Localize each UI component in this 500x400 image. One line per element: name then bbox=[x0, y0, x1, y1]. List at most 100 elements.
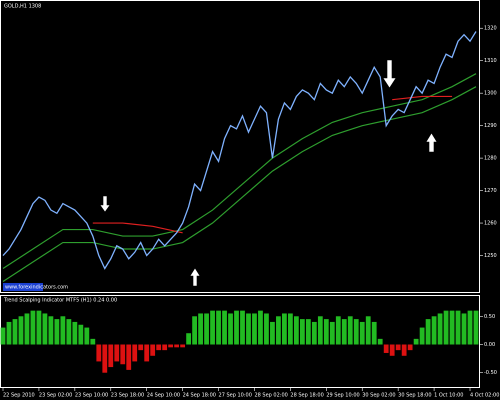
histogram-bar bbox=[377, 338, 383, 345]
histogram-bar bbox=[102, 344, 108, 373]
overlay-line bbox=[92, 95, 453, 234]
histogram-bar bbox=[264, 313, 269, 345]
histogram-bar bbox=[210, 310, 215, 345]
histogram-bar bbox=[329, 321, 335, 345]
main-panel bbox=[0, 0, 480, 293]
histogram-bar bbox=[293, 316, 299, 345]
x-tick-label: 23 Sep 18:00 bbox=[111, 393, 144, 399]
watermark-box bbox=[3, 283, 43, 291]
histogram-bar bbox=[66, 319, 72, 345]
histogram-bar bbox=[287, 313, 293, 345]
histogram-bar bbox=[240, 310, 245, 345]
histogram-bar bbox=[18, 316, 24, 345]
histogram-bar bbox=[96, 344, 102, 362]
histogram-bar bbox=[431, 316, 437, 345]
price-line bbox=[2, 31, 477, 270]
histogram-bar bbox=[216, 310, 221, 345]
indicator-panel bbox=[0, 295, 480, 388]
y-tick-label: -0.50 bbox=[484, 370, 497, 376]
x-tick-label: 30 Sep 02:00 bbox=[362, 393, 395, 399]
y-tick-label: 1280 bbox=[484, 156, 497, 162]
histogram-bar bbox=[347, 316, 353, 345]
indicator-title: Trend Scalping Indicator MTF5 (H1) 0.24 … bbox=[3, 298, 117, 304]
histogram-bar bbox=[180, 344, 186, 348]
histogram-bar bbox=[42, 313, 48, 345]
histogram-bar bbox=[234, 310, 239, 345]
histogram-bar bbox=[222, 310, 227, 345]
histogram-bar bbox=[365, 316, 371, 345]
histogram-bar bbox=[282, 313, 287, 345]
x-tick-label: 24 Sep 10:00 bbox=[147, 393, 180, 399]
histogram-bar bbox=[299, 319, 305, 345]
histogram-bar bbox=[174, 344, 180, 348]
histogram-bar bbox=[12, 319, 18, 345]
x-tick-label: 22 Sep 2010 bbox=[3, 393, 35, 399]
histogram-bar bbox=[359, 321, 365, 345]
histogram-bar bbox=[276, 316, 281, 345]
x-tick-label: 1 Oct 10:00 bbox=[434, 393, 463, 399]
histogram-bar bbox=[120, 344, 126, 365]
histogram-bar bbox=[132, 344, 138, 362]
histogram-bar bbox=[84, 327, 90, 345]
histogram-bar bbox=[383, 344, 389, 353]
down-arrow bbox=[99, 195, 111, 213]
histogram-bar bbox=[353, 319, 359, 345]
up-arrow bbox=[189, 267, 201, 287]
histogram-bar bbox=[30, 310, 36, 345]
overlay-line bbox=[2, 86, 477, 283]
histogram-bar bbox=[335, 316, 341, 345]
x-tick-label: 30 Sep 18:00 bbox=[398, 393, 431, 399]
y-tick-label: 1270 bbox=[484, 188, 497, 194]
y-tick-label: 0.00 bbox=[484, 342, 495, 348]
histogram-bar bbox=[395, 344, 401, 351]
histogram-bar bbox=[401, 344, 407, 356]
histogram-bar bbox=[168, 344, 174, 348]
histogram-bar bbox=[461, 313, 467, 345]
histogram-bar bbox=[72, 321, 78, 345]
histogram-bar bbox=[204, 313, 209, 345]
histogram-bar bbox=[305, 319, 311, 345]
histogram-bar bbox=[138, 344, 144, 351]
overlay-line bbox=[2, 73, 477, 270]
histogram-bar bbox=[425, 319, 431, 345]
histogram-bar bbox=[162, 344, 168, 351]
y-tick-label: 1290 bbox=[484, 123, 497, 129]
y-tick-label: 1260 bbox=[484, 221, 497, 227]
histogram-bar bbox=[6, 321, 12, 345]
histogram-bar bbox=[413, 338, 419, 345]
x-tick-label: 23 Sep 10:00 bbox=[75, 393, 108, 399]
histogram-bar bbox=[150, 344, 156, 356]
histogram-bar bbox=[258, 310, 263, 345]
histogram-bar bbox=[192, 316, 197, 345]
plot: 1250 1260 1270 1280 1290 1300 1310 1320 22 Sep 2… bbox=[0, 26, 499, 399]
histogram-bar bbox=[473, 310, 479, 345]
histogram-bar bbox=[144, 344, 150, 362]
histogram-bar bbox=[24, 313, 30, 345]
histogram-bar bbox=[467, 310, 473, 345]
histogram-bar bbox=[252, 313, 257, 345]
histogram-bar bbox=[270, 321, 275, 345]
x-tick-label: 23 Sep 02:00 bbox=[39, 393, 72, 399]
histogram-bar bbox=[126, 344, 132, 370]
up-arrow bbox=[425, 132, 438, 153]
histogram-bar bbox=[455, 310, 461, 345]
histogram-bar bbox=[228, 313, 233, 345]
histogram-bar bbox=[48, 316, 54, 345]
histogram-bar bbox=[198, 313, 203, 345]
histogram-bar bbox=[186, 333, 192, 345]
histogram-bar bbox=[156, 344, 162, 351]
y-tick-label: 1250 bbox=[484, 253, 497, 259]
histogram-bar bbox=[443, 310, 449, 345]
histogram-bar bbox=[317, 316, 323, 345]
histogram-bar bbox=[371, 321, 377, 345]
y-tick-label: 1300 bbox=[484, 91, 497, 97]
y-tick-label: 0.50 bbox=[484, 314, 495, 320]
x-tick-label: 28 Sep 02:00 bbox=[254, 393, 287, 399]
histogram-bar bbox=[389, 344, 395, 356]
x-tick-label: 29 Sep 10:00 bbox=[326, 393, 359, 399]
histogram-bar bbox=[54, 319, 60, 345]
watermark: www.forexindicators.com bbox=[5, 285, 68, 291]
histogram-bar bbox=[114, 344, 120, 362]
histogram-bar bbox=[341, 319, 347, 345]
